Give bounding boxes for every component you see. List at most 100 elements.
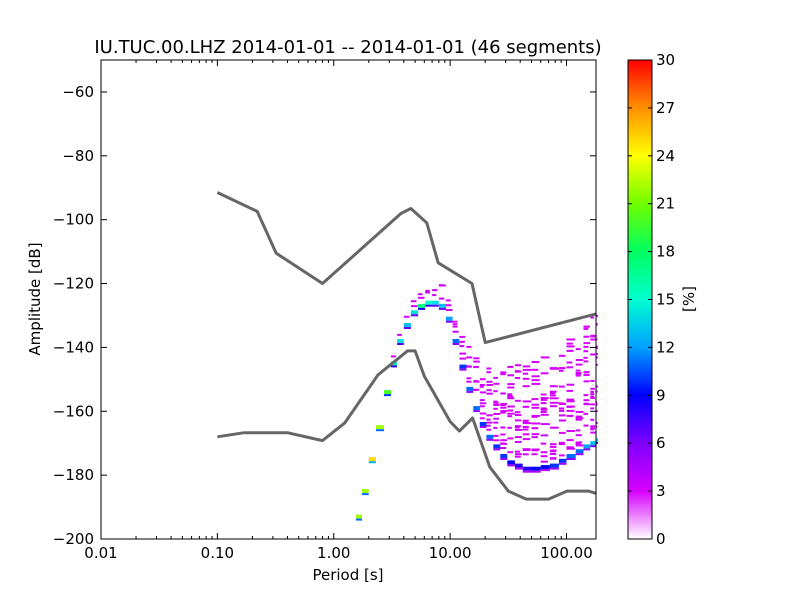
heat-cell xyxy=(575,418,583,421)
heat-cell xyxy=(514,425,521,428)
heat-cell xyxy=(514,377,521,379)
heat-cell xyxy=(575,374,581,377)
heat-cell xyxy=(507,426,512,429)
colorbar-tick-label: 30 xyxy=(656,51,675,69)
heat-cell xyxy=(590,441,596,446)
heat-cell xyxy=(531,433,540,436)
heat-cell xyxy=(590,316,594,319)
heat-cell xyxy=(549,457,557,460)
heat-cell xyxy=(575,373,582,376)
heat-cell xyxy=(531,436,538,439)
heat-cell xyxy=(522,422,532,425)
heat-cell xyxy=(507,383,515,386)
heat-cell xyxy=(466,365,472,368)
heat-cell xyxy=(522,365,531,368)
heat-cell xyxy=(531,382,541,385)
heat-cell xyxy=(507,451,513,454)
heat-cell xyxy=(596,410,598,413)
heat-cell xyxy=(583,360,589,363)
heat-cell xyxy=(540,434,549,437)
heat-cell xyxy=(596,347,598,350)
heat-cell xyxy=(583,399,590,402)
heat-cell xyxy=(558,409,565,412)
heat-cell xyxy=(479,405,485,408)
heat-cell xyxy=(575,441,583,444)
heat-cell xyxy=(445,320,453,323)
new-low-noise-model xyxy=(217,349,597,501)
heat-cell xyxy=(558,419,566,422)
heat-cell xyxy=(493,448,501,451)
heat-cell xyxy=(522,448,531,451)
heat-cell xyxy=(566,342,573,345)
heat-cell xyxy=(432,294,437,297)
heat-cell xyxy=(590,387,595,390)
heat-cell xyxy=(540,393,547,396)
heat-cell xyxy=(540,465,550,470)
heat-cell xyxy=(466,386,474,391)
colorbar-tick-label: 24 xyxy=(656,147,675,165)
colorbar-tick-label: 27 xyxy=(656,99,675,117)
heat-cell xyxy=(425,291,430,294)
heat-cell xyxy=(452,330,459,333)
heat-cell xyxy=(590,403,595,406)
heat-cell xyxy=(500,406,507,409)
heat-cell xyxy=(566,454,576,458)
heat-cell xyxy=(486,424,491,427)
heat-cell xyxy=(438,307,446,310)
heat-cell xyxy=(583,371,590,374)
heat-cell xyxy=(590,334,596,337)
heat-cell xyxy=(500,392,506,395)
heat-cell xyxy=(493,421,499,424)
heat-cell xyxy=(507,437,514,440)
heat-cell xyxy=(583,402,589,405)
heat-cell xyxy=(493,407,498,410)
heat-cell xyxy=(596,345,598,348)
heat-cell xyxy=(596,356,598,359)
heat-cell xyxy=(500,458,508,460)
heat-cell xyxy=(531,466,541,471)
heat-cell xyxy=(486,414,493,417)
heat-cell xyxy=(566,400,575,403)
heat-cell xyxy=(531,375,540,378)
heat-cell xyxy=(596,438,598,442)
heat-cell xyxy=(486,421,493,424)
heat-cell xyxy=(403,315,410,318)
heat-cell xyxy=(500,410,508,413)
heat-cell xyxy=(575,410,584,413)
heat-cell xyxy=(566,338,575,341)
heat-cell xyxy=(583,350,589,353)
heat-cell xyxy=(575,449,584,454)
heat-cell xyxy=(566,439,574,442)
heat-cell xyxy=(459,357,467,360)
heat-cell xyxy=(558,454,565,457)
heat-cell xyxy=(493,390,498,393)
heat-cell xyxy=(531,398,539,401)
heat-cell xyxy=(514,414,522,416)
heat-cell xyxy=(522,453,529,456)
heat-cell xyxy=(549,445,557,448)
heat-cell xyxy=(566,409,575,412)
heat-cell xyxy=(500,439,507,442)
heat-cell xyxy=(452,320,458,323)
heat-cell xyxy=(522,368,532,371)
heat-cell xyxy=(486,438,494,441)
heat-cell xyxy=(531,361,540,363)
heat-cell xyxy=(540,451,548,454)
heat-cell xyxy=(540,402,547,405)
heat-cell xyxy=(583,444,591,449)
heat-cell xyxy=(418,296,425,299)
heat-cell xyxy=(493,400,498,403)
heat-cell xyxy=(558,414,566,417)
heat-cell xyxy=(549,443,557,446)
heat-cell xyxy=(590,445,596,448)
heat-cell xyxy=(558,369,564,372)
heat-cell xyxy=(410,300,417,303)
heat-cell xyxy=(522,405,529,408)
heat-cell xyxy=(500,447,507,449)
heat-cell xyxy=(540,455,548,458)
heat-cell xyxy=(493,417,499,420)
heat-cell xyxy=(549,392,556,395)
heat-cell xyxy=(575,415,582,418)
heat-cell xyxy=(522,426,529,428)
heat-cell xyxy=(500,373,506,376)
